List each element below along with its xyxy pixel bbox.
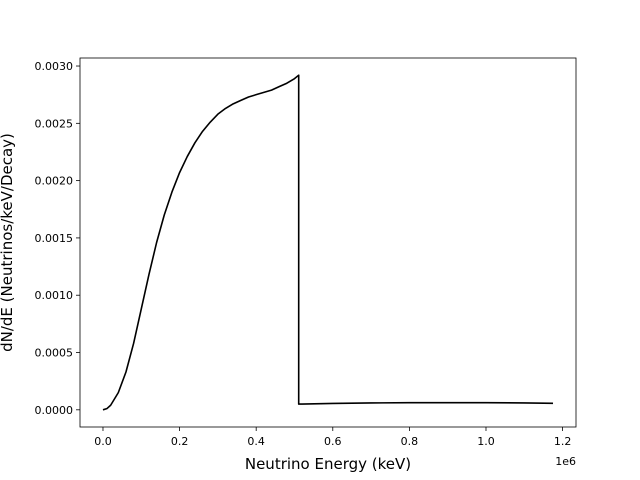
x-tick-label: 0.8 [401,435,419,448]
x-axis-offset-label: 1e6 [555,455,576,468]
x-tick-label: 1.2 [554,435,572,448]
x-tick-label: 1.0 [477,435,495,448]
y-tick-label: 0.0025 [35,117,74,130]
y-tick-label: 0.0020 [35,175,74,188]
x-axis-label: Neutrino Energy (keV) [245,455,411,473]
y-tick-label: 0.0030 [35,60,74,73]
y-tick-label: 0.0010 [35,289,74,302]
x-tick-label: 0.2 [171,435,189,448]
y-tick-label: 0.0000 [35,404,74,417]
y-tick-label: 0.0015 [35,232,74,245]
y-tick-label: 0.0005 [35,347,74,360]
x-tick-label: 0.6 [324,435,342,448]
x-tick-label: 0.0 [94,435,112,448]
y-axis-label: dN/dE (Neutrinos/keV/Decay) [0,133,16,352]
x-tick-label: 0.4 [247,435,265,448]
